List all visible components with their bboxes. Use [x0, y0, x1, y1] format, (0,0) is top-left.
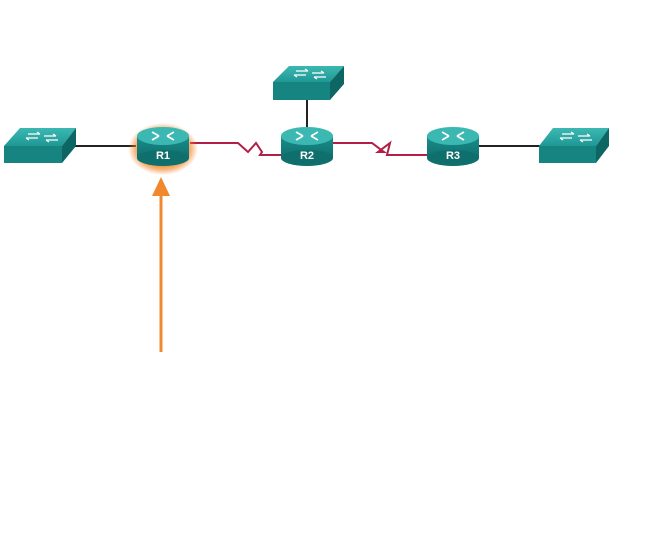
router-r3[interactable]: R3 — [427, 127, 479, 166]
router-arrows-icon — [441, 131, 465, 141]
router-r2[interactable]: R2 — [281, 127, 333, 166]
router-arrows-icon — [151, 131, 175, 141]
router-label: R2 — [300, 150, 314, 162]
serial-link-r1-r2 — [190, 141, 282, 156]
router-r1[interactable]: R1 — [128, 123, 198, 175]
serial-link-r2-r3 — [332, 140, 428, 156]
switch-icon[interactable] — [273, 66, 344, 100]
router-label: R3 — [446, 150, 460, 162]
pointer-arrow-icon — [152, 177, 170, 352]
switch-icon[interactable] — [539, 128, 609, 163]
router-label: R1 — [156, 150, 170, 162]
router-arrows-icon — [295, 131, 319, 141]
switch-icon[interactable] — [4, 128, 76, 163]
